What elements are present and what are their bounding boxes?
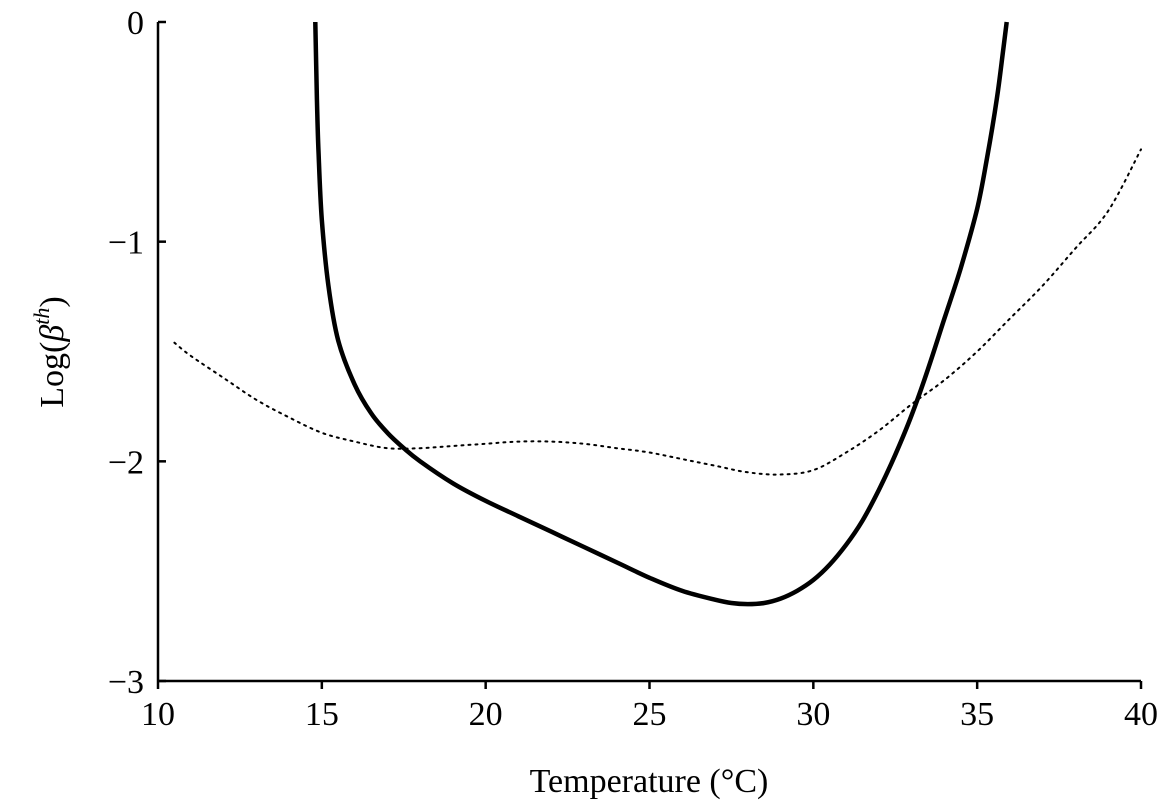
- y-tick-label: −1: [108, 225, 144, 262]
- x-tick-label: 35: [960, 696, 994, 733]
- y-axis-title-prefix: Log(: [34, 342, 71, 408]
- x-tick-label: 10: [141, 696, 175, 733]
- x-tick-label: 15: [305, 696, 339, 733]
- y-ticks: 0 −1 −2 −3: [108, 5, 166, 701]
- x-ticks: 10 15 20 25 30 35 40: [141, 681, 1158, 733]
- y-tick-label: −2: [108, 444, 144, 481]
- solid-series-line: [313, 21, 1009, 607]
- y-axis-title-superscript: th: [29, 308, 54, 325]
- y-tick-label: 0: [127, 5, 144, 42]
- x-axis-title: Temperature (°C): [530, 763, 769, 800]
- dotted-series-line: [173, 148, 1142, 476]
- x-tick-label: 30: [796, 696, 830, 733]
- y-axis-title: Log(βth): [29, 296, 71, 407]
- y-axis-title-suffix: ): [34, 296, 71, 307]
- y-axis-title-symbol: β: [34, 325, 71, 343]
- x-tick-label: 25: [633, 696, 667, 733]
- x-tick-label: 20: [469, 696, 503, 733]
- series-layer: [173, 21, 1142, 607]
- x-tick-label: 40: [1124, 696, 1158, 733]
- y-tick-label: −3: [108, 664, 144, 701]
